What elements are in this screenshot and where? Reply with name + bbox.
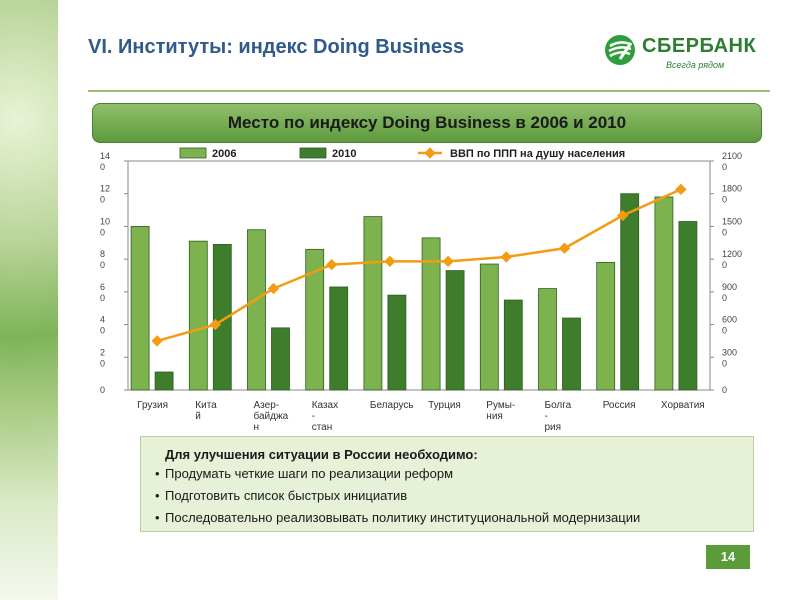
bar-2010: [503, 299, 523, 391]
legend-swatch-marker: [424, 147, 436, 159]
right-axis-tick-label: 0: [722, 385, 727, 395]
bar-2010: [445, 270, 465, 391]
legend-label: 2006: [212, 148, 236, 160]
gdp-point: [267, 282, 280, 295]
bullet-icon: •: [155, 510, 160, 525]
sberbank-logo-icon: [605, 35, 635, 65]
bar-2006: [538, 288, 557, 391]
slide-title: VI. Институты: индекс Doing Business: [88, 36, 465, 58]
recommendation-text: Подготовить список быстрых инициатив: [165, 488, 408, 503]
bar-2010: [562, 317, 581, 391]
bar-2010: [271, 327, 290, 391]
gdp-line: [156, 188, 682, 343]
bar-2010: [387, 294, 407, 391]
bullet-icon: •: [155, 466, 160, 481]
right-axis-tick-label: 300 0: [722, 347, 737, 368]
right-axis-tick-label: 1800 0: [722, 184, 742, 205]
bar-2006: [247, 229, 266, 391]
recommendations-title: Для улучшения ситуации в России необходи…: [165, 447, 478, 462]
bar-2010: [678, 221, 698, 391]
category-label: Грузия: [137, 400, 168, 411]
bar-2006: [130, 226, 150, 391]
recommendation-text: Последовательно реализовывать политику и…: [165, 510, 641, 525]
legend-swatch-2006: [179, 147, 207, 159]
gdp-point: [617, 209, 629, 222]
decorative-leaf-strip: [0, 0, 58, 600]
bar-2006: [654, 196, 674, 391]
sberbank-logo: СБЕРБАНК Всегда рядом: [604, 34, 774, 78]
bar-2010: [212, 244, 232, 391]
page-number: 14: [706, 545, 750, 569]
right-axis-tick-label: 1500 0: [722, 216, 742, 237]
category-label: Азер-байджа н: [254, 400, 289, 433]
right-axis-tick-label: 2100 0: [722, 151, 742, 172]
gdp-point: [384, 255, 396, 267]
legend-label: 2010: [332, 148, 356, 160]
legend-label: ВВП по ППП на душу населения: [450, 148, 625, 160]
bar-2010: [154, 371, 174, 391]
bar-2006: [479, 263, 499, 391]
left-axis-tick-label: 10 0: [100, 216, 110, 237]
legend-swatch-2010: [299, 147, 327, 159]
category-label: Болга -рия: [545, 400, 572, 433]
bar-2010: [620, 193, 640, 391]
recommendation-item: • Последовательно реализовывать политику …: [155, 510, 640, 525]
gdp-point: [209, 318, 221, 331]
bar-2006: [596, 262, 616, 391]
logo-text: СБЕРБАНК: [642, 35, 757, 57]
bar-2006: [188, 240, 208, 391]
gdp-point: [151, 335, 163, 347]
logo-slogan: Всегда рядом: [666, 60, 725, 70]
category-label: Казах -стан: [312, 400, 338, 433]
header-divider: [88, 90, 770, 92]
right-axis-tick-label: 900 0: [722, 282, 737, 303]
category-label: Беларусь: [370, 400, 414, 411]
right-axis-tick-label: 1200 0: [722, 249, 742, 270]
category-label: Румы-ния: [486, 400, 515, 422]
doing-business-chart: 0 2 0 4 0 6 0 8 0 10 0 12 0 14 0 0 300 0 600 0 900 0 1200 0 1500…: [100, 147, 742, 433]
bar-2006: [421, 237, 441, 391]
chart-banner: Место по индексу Doing Business в 2006 и…: [92, 103, 762, 143]
bullet-icon: •: [155, 488, 160, 503]
category-label: Кита й: [195, 400, 217, 422]
bar-2010: [329, 286, 349, 391]
gdp-point: [442, 255, 454, 267]
left-axis-tick-label: 14 0: [100, 151, 110, 172]
recommendation-item: • Продумать четкие шаги по реализации реф…: [155, 466, 453, 481]
gdp-point: [326, 258, 338, 271]
left-axis-tick-label: 0: [100, 385, 105, 395]
category-label: Хорватия: [661, 400, 705, 411]
left-axis-tick-label: 12 0: [100, 184, 110, 205]
category-label: Россия: [603, 400, 636, 411]
recommendations-box: Для улучшения ситуации в России необходи…: [140, 436, 754, 532]
bar-2006: [363, 216, 383, 391]
recommendation-item: • Подготовить список быстрых инициатив: [155, 488, 407, 503]
category-label: Турция: [428, 400, 461, 411]
bar-2006: [305, 248, 325, 391]
right-axis-tick-label: 600 0: [722, 315, 737, 336]
recommendation-text: Продумать четкие шаги по реализации рефо…: [165, 466, 454, 481]
banner-text: Место по индексу Doing Business в 2006 и…: [227, 113, 627, 132]
